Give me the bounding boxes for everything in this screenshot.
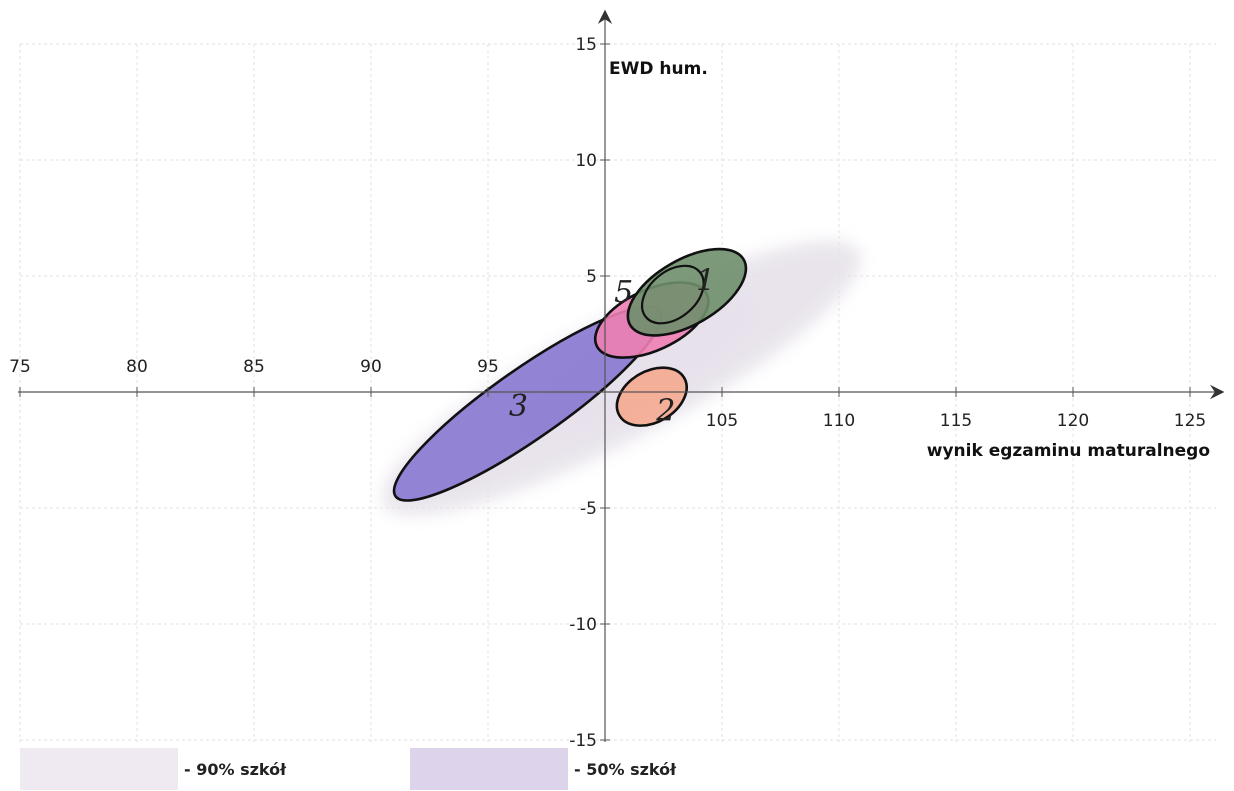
x-tick-label: 90 [360,357,382,377]
x-tick-label: 75 [9,357,31,377]
axes [18,9,1225,742]
x-tick-label: 125 [1174,411,1206,431]
x-tick-label: 105 [706,411,738,431]
y-tick-label: 5 [586,267,597,287]
y-tick-label: -15 [569,731,597,751]
school-ellipse-1 [626,247,748,337]
y-tick-label: -10 [569,615,597,635]
school-label-3: 3 [509,389,528,424]
school-label-5: 5 [614,275,633,310]
y-tick-label: 10 [575,151,597,171]
legend-label-50: - 50% szkół [574,759,677,779]
y-axis-label: EWD hum. [609,59,708,79]
distribution-regions [382,240,861,516]
x-tick-label: 120 [1057,411,1089,431]
y-tick-label: 15 [575,35,597,55]
legend-label-90: - 90% szkół [184,759,287,779]
x-tick-label: 110 [823,411,855,431]
legend-item-50: - 50% szkół [410,748,676,790]
legend-swatch-50 [410,748,568,790]
school-label-1: 1 [696,264,715,299]
legend-item-90: - 90% szkół [20,748,286,790]
school-label-2: 2 [655,394,675,429]
legend-swatch-90 [20,748,178,790]
x-axis-label: wynik egzaminu maturalnego [927,441,1210,461]
y-tick-label: -5 [580,499,597,519]
school-ellipses: 3 5 1 2 [392,247,748,502]
x-tick-label: 80 [126,357,148,377]
school-ellipse-1-inner [641,264,705,325]
school-ellipse-2 [615,366,688,427]
x-tick-label: 115 [940,411,972,431]
x-tick-label: 95 [477,357,499,377]
x-tick-label: 85 [243,357,265,377]
